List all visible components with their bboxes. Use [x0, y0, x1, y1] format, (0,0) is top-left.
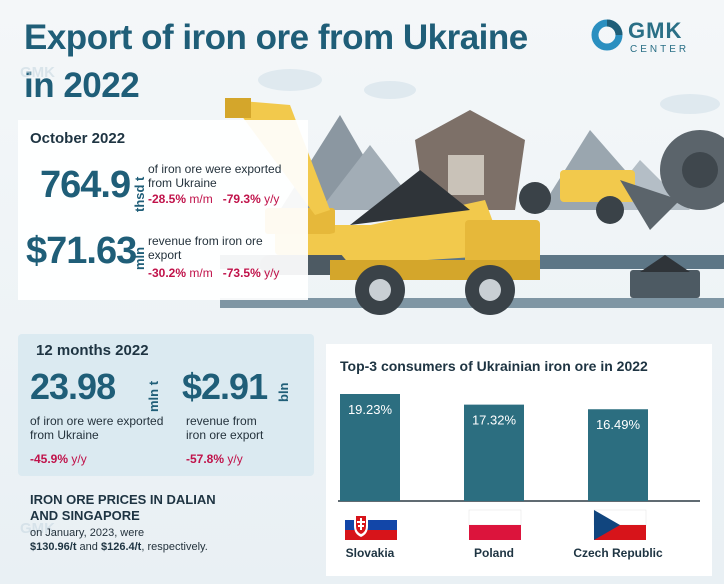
mining-scene-illustration: [220, 69, 724, 315]
october-export-desc-line2: from Ukraine: [148, 176, 217, 190]
chart-title: Top-3 consumers of Ukrainian iron ore in…: [340, 358, 648, 374]
category-label-slovakia: Slovakia: [346, 546, 395, 560]
october-revenue-yy-unit: y/y: [264, 266, 280, 280]
prices-heading-line1: IRON ORE PRICES IN DALIAN: [30, 492, 216, 507]
october-export-desc-line1: of iron ore were exported: [148, 162, 282, 176]
october-revenue-yy: -73.5%: [222, 266, 261, 280]
annual-revenue-description: revenue from iron ore export: [186, 414, 263, 442]
annual-revenue-change: -57.8% y/y: [186, 452, 243, 466]
annual-revenue-desc-line1: revenue from: [186, 414, 257, 428]
october-export-change: -28.5% m/m -79.3% y/y: [148, 192, 279, 206]
prices-and: and: [79, 541, 98, 553]
october-revenue-mm-unit: m/m: [189, 266, 213, 280]
prices-suffix: , respectively.: [141, 541, 208, 553]
top-consumers-bar-chart: 19.23%17.32% 16.49% Slovakia P: [338, 394, 700, 560]
bar-value-label-poland: 17.32%: [472, 413, 517, 428]
gmk-ring-icon: [591, 19, 623, 51]
october-revenue-value: $71.63: [26, 230, 137, 272]
october-export-unit: thsd t: [132, 176, 147, 212]
october-revenue-description: revenue from iron ore export: [148, 234, 263, 262]
october-revenue-mm: -30.2%: [148, 266, 187, 280]
annual-revenue-desc-line2: iron ore export: [186, 428, 264, 442]
october-revenue-unit: mln: [132, 246, 147, 270]
annual-revenue-value: $2.91: [182, 366, 268, 407]
october-revenue-change: -30.2% m/m -73.5% y/y: [148, 266, 279, 280]
prices-text-line1: on January, 2023, were: [30, 527, 145, 539]
annual-export-yy: -45.9%: [30, 452, 69, 466]
top-consumers-chart-card: Top-3 consumers of Ukrainian iron ore in…: [326, 344, 712, 576]
page-title: Export of iron ore from Ukraine in 2022: [24, 14, 544, 110]
czech-flag-icon: [593, 509, 647, 540]
annual-period-label: 12 months 2022: [36, 342, 149, 359]
annual-export-desc-line1: of iron ore were exported: [30, 414, 164, 428]
prices-heading-line2: AND SINGAPORE: [30, 508, 140, 523]
gmk-logo: GMK CENTER: [590, 18, 710, 58]
category-label-poland: Poland: [474, 546, 514, 560]
page-title-line1: Export of iron ore from Ukraine: [24, 18, 528, 57]
logo-subword: CENTER: [630, 44, 690, 55]
prices-text-line2: $130.96/t and $126.4/t, respectively.: [30, 540, 330, 554]
october-revenue-desc-line1: revenue from iron ore: [148, 234, 263, 248]
bar-slovakia: [340, 394, 400, 501]
october-export-description: of iron ore were exported from Ukraine: [148, 162, 281, 190]
dalian-price: $130.96/t: [30, 541, 77, 553]
october-revenue-desc-line2: export: [148, 248, 182, 262]
annual-revenue-unit: bln: [276, 382, 291, 403]
october-export-mm: -28.5%: [148, 192, 187, 206]
october-export-value: 764.9: [40, 164, 131, 206]
annual-revenue-yy-unit: y/y: [227, 452, 243, 466]
prices-text: on January, 2023, were $130.96/t and $12…: [30, 526, 330, 554]
category-label-czech-republic: Czech Republic: [573, 546, 663, 560]
singapore-price: $126.4/t: [100, 541, 142, 553]
bar-value-label-slovakia: 19.23%: [348, 402, 393, 417]
slovakia-flag-icon: [345, 510, 397, 540]
annual-export-change: -45.9% y/y: [30, 452, 87, 466]
annual-export-value: 23.98: [30, 366, 116, 407]
prices-heading: IRON ORE PRICES IN DALIAN AND SINGAPORE: [30, 492, 290, 524]
page-title-line2: in 2022: [24, 66, 140, 105]
october-export-yy-unit: y/y: [264, 192, 280, 206]
annual-export-desc-line2: from Ukraine: [30, 428, 99, 442]
october-period-label: October 2022: [30, 130, 126, 147]
logo-word: GMK: [628, 18, 683, 43]
bar-value-label-czech-republic: 16.49%: [596, 417, 641, 432]
annual-export-yy-unit: y/y: [71, 452, 87, 466]
october-export-mm-unit: m/m: [189, 192, 213, 206]
annual-revenue-yy: -57.8%: [186, 452, 225, 466]
october-stats-card: October 2022 764.9 thsd t of iron ore we…: [18, 120, 308, 300]
bar-poland: [464, 404, 524, 501]
bar-czech-republic: [588, 409, 648, 501]
annual-export-unit: mln t: [146, 380, 161, 412]
annual-export-description: of iron ore were exported from Ukraine: [30, 414, 163, 442]
october-export-yy: -79.3%: [222, 192, 261, 206]
poland-flag-icon: [468, 509, 522, 540]
annual-stats-card: 12 months 2022 23.98 mln t of iron ore w…: [18, 334, 314, 476]
